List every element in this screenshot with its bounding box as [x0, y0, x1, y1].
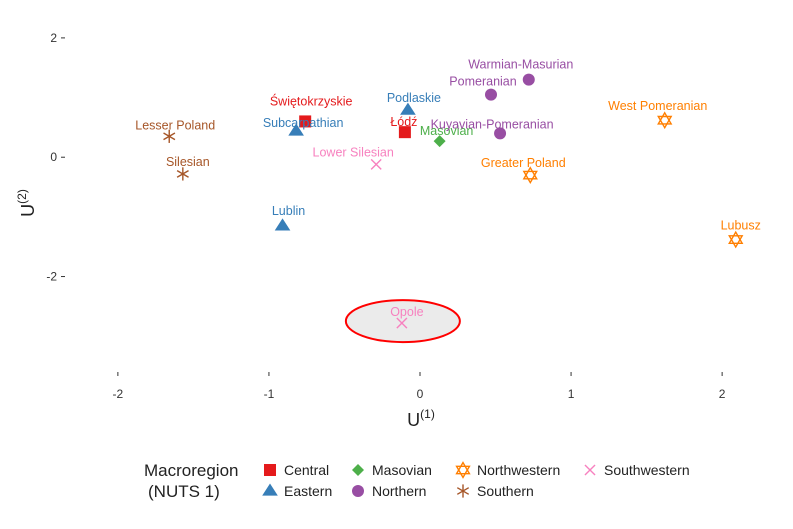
point-label: West Pomeranian [608, 99, 707, 113]
point-label: Kuyavian-Pomeranian [431, 117, 554, 131]
data-point-northern [494, 127, 507, 140]
data-point-eastern [274, 218, 291, 231]
data-point-northern [485, 88, 497, 101]
x-tick-label: 1 [568, 387, 575, 401]
x-axis-title: U(1) [407, 407, 435, 430]
data-point-eastern [288, 123, 304, 136]
legend-label: Central [284, 462, 329, 478]
x-tick-label: 0 [417, 387, 424, 401]
point-label: Subcarpathian [263, 116, 344, 130]
data-point-northern [522, 73, 535, 86]
legend-item-southwestern: Southwestern [584, 462, 690, 478]
data-point-northwestern [522, 166, 538, 184]
legend-label: Southern [477, 483, 534, 499]
y-tick-label: 0 [50, 150, 57, 164]
legend-item-northern: Northern [352, 483, 426, 499]
legend-item-southern: Southern [456, 483, 534, 499]
data-point-central [398, 126, 411, 139]
x-axis-title-main: U [407, 410, 420, 430]
x-axis-title-sup: (1) [420, 407, 435, 421]
y-axis-title: U(2) [15, 189, 38, 217]
legend: Macroregion (NUTS 1) Central Eastern Masov… [144, 461, 690, 501]
legend-item-northwestern: Northwestern [455, 461, 560, 479]
data-points [163, 73, 744, 329]
legend-items: Central Eastern Masovian Northern Northweste… [262, 461, 690, 499]
data-point-southern [176, 167, 189, 181]
x-tick-label: 2 [719, 387, 726, 401]
y-axis-title-main: U [18, 204, 38, 217]
point-label: Świętokrzyskie [270, 93, 353, 108]
y-tick-label: -2 [46, 270, 57, 284]
point-label: Podlaskie [387, 91, 441, 105]
legend-item-central: Central [264, 462, 329, 478]
legend-label: Northwestern [477, 462, 560, 478]
legend-label: Northern [372, 483, 426, 499]
y-tick-label: 2 [50, 31, 57, 45]
data-point-central [299, 115, 312, 128]
point-label: Silesian [166, 155, 210, 169]
point-label: Pomeranian [449, 75, 516, 89]
data-point-southwestern [396, 317, 408, 329]
point-label: Opole [390, 305, 423, 319]
highlight-ellipse [344, 299, 461, 344]
point-label: Lower Silesian [313, 145, 394, 159]
legend-title-line-1: Macroregion [144, 461, 239, 480]
point-label: Greater Poland [481, 156, 566, 170]
legend-label: Southwestern [604, 462, 690, 478]
legend-label: Masovian [372, 462, 432, 478]
point-label: Masovian [420, 124, 474, 138]
highlight-layer [344, 299, 461, 344]
x-tick-label: -1 [264, 387, 275, 401]
point-label: Warmian-Masurian [468, 58, 573, 72]
data-point-northwestern [728, 230, 744, 249]
point-label: Lesser Poland [135, 118, 215, 132]
data-point-southern [163, 129, 176, 143]
legend-title-line-2: (NUTS 1) [148, 482, 220, 501]
x-tick-label: -2 [113, 387, 124, 401]
legend-item-eastern: Eastern [262, 483, 332, 499]
y-axis-title-sup: (2) [15, 189, 29, 204]
point-label: Lubusz [721, 219, 761, 233]
point-labels: Świętokrzyskie Łódź Subcarpathian Podlaskie… [135, 58, 761, 319]
axis-ticks: -2 -1 0 1 2 -2 0 2 [46, 31, 725, 401]
point-label: Łódź [390, 115, 417, 129]
legend-item-masovian: Masovian [352, 462, 432, 478]
legend-label: Eastern [284, 483, 332, 499]
data-point-eastern [400, 102, 416, 115]
point-label: Lublin [272, 204, 305, 218]
data-point-southwestern [370, 158, 382, 170]
data-point-masovian [433, 135, 446, 148]
data-point-northwestern [657, 111, 673, 130]
